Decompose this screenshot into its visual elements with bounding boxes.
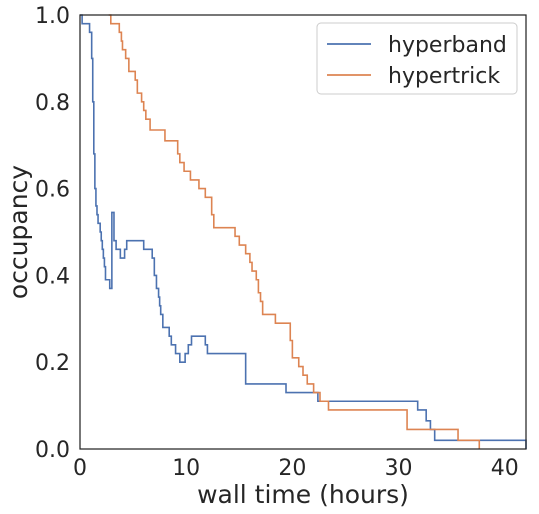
x-tick-label: 30 [385, 456, 413, 481]
y-tick-label: 1.0 [35, 4, 70, 29]
y-tick-label: 0.4 [35, 264, 70, 289]
legend: hyperband hypertrick [316, 22, 518, 95]
series-line-hyperband [80, 14, 527, 449]
series-line-hypertrick [108, 14, 481, 449]
x-axis-ticks: 0 10 20 30 40 [73, 456, 519, 481]
legend-label-hypertrick: hypertrick [388, 64, 500, 89]
y-tick-label: 0.8 [35, 91, 70, 116]
series-layer [80, 14, 527, 449]
x-tick-label: 20 [278, 456, 306, 481]
legend-label-hyperband: hyperband [388, 33, 507, 58]
y-axis-ticks: 0.0 0.2 0.4 0.6 0.8 1.0 [35, 4, 70, 463]
y-tick-label: 0.2 [35, 351, 70, 376]
y-tick-label: 0.6 [35, 178, 70, 203]
x-tick-label: 10 [172, 456, 200, 481]
x-axis-label: wall time (hours) [197, 480, 409, 509]
y-axis-label: occupancy [4, 165, 33, 299]
y-tick-label: 0.0 [35, 438, 70, 463]
plot-frame [79, 14, 527, 450]
legend-box [316, 22, 518, 95]
x-tick-label: 40 [491, 456, 519, 481]
x-tick-label: 0 [73, 456, 87, 481]
